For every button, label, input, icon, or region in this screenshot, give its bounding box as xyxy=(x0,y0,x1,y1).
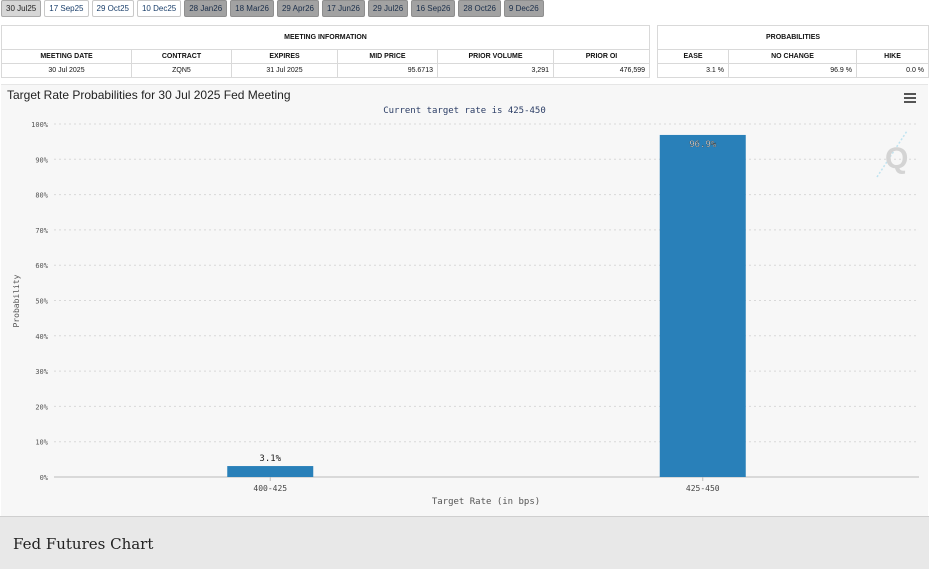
col-hike: HIKE xyxy=(855,49,929,64)
y-tick-label: 60% xyxy=(35,262,48,270)
quikstrike-q-logo-icon: Q xyxy=(876,130,908,178)
tab-meeting-4[interactable]: 28 Jan26 xyxy=(184,0,228,17)
bar-data-label: 96.9% xyxy=(689,140,717,150)
tab-meeting-6[interactable]: 29 Apr26 xyxy=(276,0,319,17)
tab-meeting-9[interactable]: 16 Sep26 xyxy=(411,0,456,17)
chart-subtitle: Current target rate is 425-450 xyxy=(383,106,546,116)
y-axis-label: Probability xyxy=(12,274,21,327)
cell-meeting-date: 30 Jul 2025 xyxy=(1,63,132,78)
probabilities-table: PROBABILITIES EASE NO CHANGE HIKE 3.1 % … xyxy=(656,25,929,78)
x-axis-ticks: 400-425 425-450 xyxy=(253,477,720,493)
tab-meeting-5[interactable]: 18 Mar26 xyxy=(230,0,274,17)
meeting-information-table: MEETING INFORMATION MEETING DATE CONTRAC… xyxy=(0,25,651,78)
col-prior-volume: PRIOR VOLUME xyxy=(437,49,554,64)
y-tick-label: 90% xyxy=(35,156,48,164)
footer-title: Fed Futures Chart xyxy=(13,535,154,553)
cell-ease: 3.1 % xyxy=(657,63,729,78)
chart-title: Target Rate Probabilities for 30 Jul 202… xyxy=(7,88,291,102)
y-tick-label: 80% xyxy=(35,192,48,200)
y-tick-label: 0% xyxy=(40,474,49,482)
cell-expires: 31 Jul 2025 xyxy=(231,63,338,78)
tab-meeting-1[interactable]: 17 Sep25 xyxy=(44,0,89,17)
svg-text:Q: Q xyxy=(885,142,908,175)
bar-400-425[interactable] xyxy=(227,466,314,477)
cell-no-change: 96.9 % xyxy=(728,63,857,78)
x-axis-label: Target Rate (in bps) xyxy=(432,497,540,507)
x-tick-label: 400-425 xyxy=(253,484,287,493)
col-ease: EASE xyxy=(657,49,729,64)
tab-meeting-11[interactable]: 9 Dec26 xyxy=(503,0,544,17)
meeting-information-header: MEETING INFORMATION xyxy=(0,25,651,50)
target-rate-chart: Q 0% 10% 20% 30% 40% 50% 60% 70% 80% 90% 100% 3.1%… xyxy=(12,121,919,507)
col-mid-price: MID PRICE xyxy=(337,49,438,64)
probabilities-header: PROBABILITIES xyxy=(656,25,929,50)
meeting-date-tabs: 30 Jul25 17 Sep25 29 Oct25 10 Dec25 28 Jan26… xyxy=(1,0,544,18)
y-tick-label: 30% xyxy=(35,368,48,376)
x-tick-label: 425-450 xyxy=(686,484,720,493)
col-contract: CONTRACT xyxy=(131,49,232,64)
y-tick-label: 20% xyxy=(35,403,48,411)
y-tick-label: 100% xyxy=(31,121,49,129)
col-meeting-date: MEETING DATE xyxy=(1,49,132,64)
cell-contract: ZQN5 xyxy=(131,63,232,78)
tab-meeting-3[interactable]: 10 Dec25 xyxy=(136,0,182,17)
chart-gridlines xyxy=(54,123,919,478)
y-tick-label: 10% xyxy=(35,439,48,447)
y-tick-label: 40% xyxy=(35,333,48,341)
cell-prior-volume: 3,291 xyxy=(437,63,554,78)
table-row: 3.1 % 96.9 % 0.0 % xyxy=(657,63,929,78)
col-prior-oi: PRIOR OI xyxy=(552,49,651,64)
y-axis-ticks: 0% 10% 20% 30% 40% 50% 60% 70% 80% 90% 100% xyxy=(31,121,49,482)
table-row: 30 Jul 2025 ZQN5 31 Jul 2025 95.6713 3,2… xyxy=(1,63,651,78)
tab-meeting-2[interactable]: 29 Oct25 xyxy=(91,0,134,17)
hamburger-menu-icon[interactable] xyxy=(902,91,918,105)
y-tick-label: 50% xyxy=(35,298,48,306)
col-no-change: NO CHANGE xyxy=(728,49,857,64)
cell-prior-oi: 476,599 xyxy=(552,63,651,78)
col-expires: EXPIRES xyxy=(231,49,338,64)
tab-meeting-7[interactable]: 17 Jun26 xyxy=(321,0,365,17)
tab-meeting-8[interactable]: 29 Jul26 xyxy=(367,0,409,17)
chart-bars: 3.1% 96.9% xyxy=(227,134,746,477)
y-tick-label: 70% xyxy=(35,227,48,235)
footer: Fed Futures Chart xyxy=(0,516,929,569)
cell-mid-price: 95.6713 xyxy=(337,63,438,78)
chart-panel: Q 0% 10% 20% 30% 40% 50% 60% 70% 80% 90% 100% 3.1%… xyxy=(1,84,928,516)
cell-hike: 0.0 % xyxy=(855,63,929,78)
tab-meeting-0[interactable]: 30 Jul25 xyxy=(1,0,42,17)
bar-data-label: 3.1% xyxy=(259,454,281,464)
bar-425-450[interactable] xyxy=(659,134,746,477)
tab-meeting-10[interactable]: 28 Oct26 xyxy=(458,0,501,17)
